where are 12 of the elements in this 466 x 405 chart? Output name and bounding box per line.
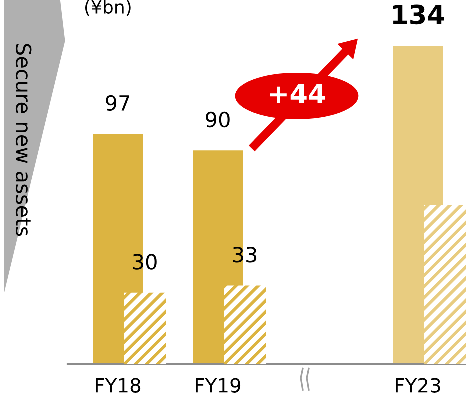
data-label: 90 [206,112,230,128]
x-tick-label: FY23 [396,378,440,393]
bar [424,205,466,364]
x-tick-label: FY19 [196,378,241,393]
data-label: 97 [106,95,130,112]
data-label: 134 [393,4,444,25]
annotation: +44 [270,84,326,104]
bar [124,292,166,364]
bar [224,286,266,364]
x-tick-label: FY18 [96,378,141,393]
y-axis-title: (¥bn) [85,0,131,16]
text: Secure new assets [16,44,32,236]
